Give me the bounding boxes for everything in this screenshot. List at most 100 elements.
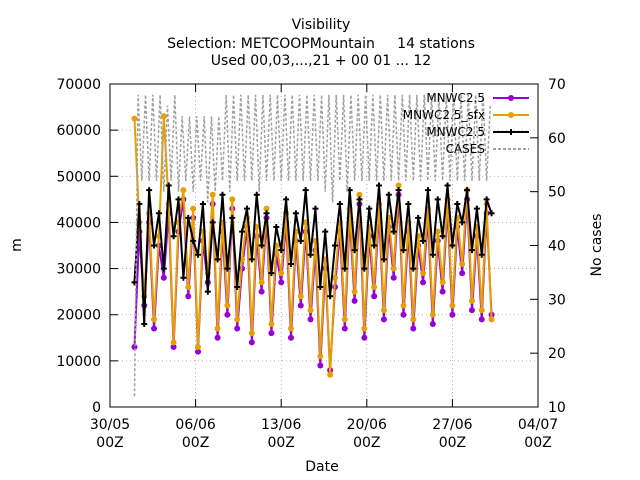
data-point	[297, 237, 304, 244]
data-point	[185, 293, 192, 300]
data-point	[395, 187, 402, 194]
y-axis-label: m	[9, 238, 25, 252]
data-point	[307, 251, 314, 258]
data-point	[209, 219, 216, 226]
data-point	[380, 307, 387, 314]
legend: MNWC2.5 MNWC2.5_sfx MNWC2.5 CASES	[403, 91, 529, 156]
chart-subtitle-line-1: Selection: METCOOPMountain 14 stations	[167, 36, 475, 52]
y-tick-label: 70000	[56, 77, 101, 93]
data-point	[390, 265, 397, 272]
data-point	[268, 320, 275, 327]
data-point	[195, 348, 202, 355]
data-point	[287, 260, 294, 267]
data-point	[341, 325, 348, 332]
data-point	[317, 353, 324, 360]
y-tick-label: 40000	[56, 215, 101, 231]
data-point	[185, 214, 192, 221]
data-point	[380, 316, 387, 323]
data-point	[351, 297, 358, 304]
y2-tick-label: 30	[548, 292, 566, 308]
x-tick-label-hour: 00Z	[439, 435, 466, 451]
data-point	[248, 330, 255, 337]
x-tick-label-hour: 00Z	[96, 435, 123, 451]
legend-label: MNWC2.5	[426, 125, 485, 139]
data-point	[454, 200, 461, 207]
y2-tick-label: 20	[548, 346, 566, 362]
legend-label: CASES	[446, 142, 485, 156]
data-point	[351, 247, 358, 254]
data-point	[229, 196, 236, 203]
legend-marker	[508, 95, 514, 101]
data-point	[131, 344, 138, 351]
x-tick-label-date: 04/07	[518, 417, 558, 433]
data-point	[356, 191, 363, 198]
data-point	[478, 307, 485, 314]
data-point	[468, 307, 475, 314]
legend-marker	[508, 112, 514, 118]
data-point	[312, 205, 319, 212]
data-point	[488, 316, 495, 323]
data-point	[170, 233, 177, 240]
data-point	[248, 256, 255, 263]
data-point	[410, 325, 417, 332]
y2-tick-label: 70	[548, 77, 566, 93]
data-point	[258, 288, 265, 295]
data-point	[478, 251, 485, 258]
data-point	[263, 205, 270, 212]
data-point	[268, 270, 275, 277]
data-point	[287, 325, 294, 332]
data-point	[214, 256, 221, 263]
data-point	[234, 316, 241, 323]
chart-subtitle-line-2: Used 00,03,...,21 + 00 01 ... 12	[211, 53, 431, 69]
x-axis-label: Date	[305, 459, 338, 475]
data-point	[341, 265, 348, 272]
data-point	[209, 191, 216, 198]
data-point	[224, 302, 231, 309]
data-point	[332, 242, 339, 249]
series-2	[131, 182, 495, 327]
data-point	[273, 224, 280, 231]
data-point	[229, 214, 236, 221]
series-line	[133, 116, 493, 375]
legend-label: MNWC2.5	[426, 91, 485, 105]
data-point	[459, 219, 466, 226]
data-point	[449, 242, 456, 249]
data-point	[322, 228, 329, 235]
data-point	[410, 316, 417, 323]
data-point	[170, 339, 177, 346]
x-tick-label-date: 27/06	[432, 417, 472, 433]
data-point	[439, 279, 446, 286]
data-point	[160, 113, 167, 120]
data-point	[302, 187, 309, 194]
data-point	[439, 233, 446, 240]
data-point	[356, 196, 363, 203]
data-point	[180, 187, 187, 194]
data-point	[131, 279, 138, 286]
data-point	[160, 274, 167, 281]
data-point	[483, 196, 490, 203]
data-point	[234, 325, 241, 332]
data-point	[327, 293, 334, 300]
data-point	[287, 334, 294, 341]
x-tick-label-hour: 00Z	[182, 435, 209, 451]
data-point	[449, 302, 456, 309]
y2-tick-label: 50	[548, 185, 566, 201]
data-point	[248, 339, 255, 346]
data-point	[131, 115, 138, 122]
data-point	[224, 265, 231, 272]
x-tick-label-date: 20/06	[347, 417, 387, 433]
y-tick-label: 60000	[56, 123, 101, 139]
data-point	[429, 251, 436, 258]
data-point	[141, 320, 148, 327]
data-point	[317, 284, 324, 291]
data-point	[239, 228, 246, 235]
data-point	[371, 293, 378, 300]
data-point	[243, 205, 250, 212]
data-point	[429, 320, 436, 327]
data-point	[199, 200, 206, 207]
data-point	[283, 196, 290, 203]
data-point	[214, 334, 221, 341]
axes-layer: 0 10000 20000 30000 40000 50000 60000 70000 10 20…	[56, 77, 565, 451]
data-point	[253, 191, 260, 198]
